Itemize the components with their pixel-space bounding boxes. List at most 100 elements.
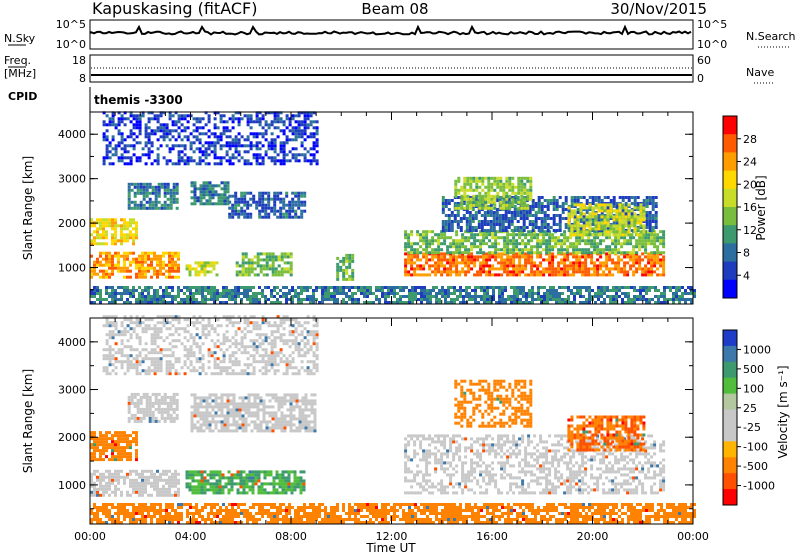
- range-gate-cell: [108, 292, 111, 295]
- range-gate-cell: [584, 261, 588, 265]
- range-gate-cell: [189, 114, 193, 118]
- range-gate-cell: [294, 147, 298, 151]
- range-gate-cell: [117, 478, 120, 482]
- range-gate-cell: [508, 182, 512, 186]
- range-gate-cell: [99, 440, 102, 444]
- range-gate-cell: [165, 487, 168, 491]
- range-gate-cell: [653, 242, 657, 246]
- range-gate-cell: [153, 481, 156, 485]
- range-gate-cell: [171, 475, 174, 479]
- range-gate-cell: [425, 233, 429, 237]
- range-gate-cell: [171, 484, 174, 488]
- range-gate-cell: [240, 298, 243, 301]
- range-gate-cell: [530, 273, 534, 277]
- range-gate-cell: [294, 295, 297, 298]
- range-gate-cell: [636, 215, 640, 219]
- range-gate-cell: [615, 215, 619, 219]
- range-gate-cell: [147, 153, 151, 157]
- range-gate-cell: [249, 120, 253, 124]
- range-gate-cell: [280, 273, 284, 277]
- range-gate-cell: [127, 182, 131, 186]
- range-gate-cell: [289, 252, 293, 256]
- range-gate-cell: [135, 472, 138, 476]
- range-gate-cell: [507, 226, 511, 229]
- range-gate-cell: [90, 431, 93, 435]
- range-gate-cell: [647, 267, 651, 271]
- range-gate-cell: [165, 162, 169, 166]
- range-gate-cell: [528, 295, 531, 298]
- range-gate-cell: [624, 209, 628, 213]
- range-gate-cell: [228, 135, 232, 139]
- range-gate-cell: [469, 176, 473, 180]
- range-gate-cell: [132, 239, 135, 243]
- range-gate-cell: [126, 443, 129, 447]
- range-gate-cell: [145, 185, 149, 189]
- range-gate-cell: [120, 114, 124, 118]
- range-gate-cell: [573, 292, 576, 295]
- range-gate-cell: [630, 286, 633, 289]
- range-gate-cell: [129, 230, 132, 234]
- range-gate-cell: [463, 191, 467, 195]
- range-gate-cell: [520, 200, 524, 204]
- range-gate-cell: [588, 203, 592, 207]
- range-gate-cell: [487, 176, 491, 180]
- range-gate-cell: [241, 270, 245, 274]
- range-gate-cell: [489, 295, 492, 298]
- range-gate-cell: [514, 200, 518, 204]
- range-gate-cell: [560, 248, 564, 252]
- range-gate-cell: [200, 261, 204, 265]
- range-gate-cell: [198, 156, 202, 160]
- range-gate-cell: [606, 230, 610, 234]
- range-gate-cell: [476, 239, 480, 243]
- range-gate-cell: [536, 245, 540, 249]
- range-gate-cell: [270, 132, 274, 136]
- range-gate-cell: [612, 286, 615, 289]
- range-gate-cell: [175, 404, 179, 408]
- range-gate-cell: [617, 236, 621, 240]
- range-gate-cell: [533, 245, 537, 249]
- range-gate-cell: [126, 236, 129, 240]
- range-gate-cell: [105, 455, 108, 459]
- range-gate-cell: [651, 202, 655, 205]
- range-gate-cell: [623, 270, 627, 274]
- range-gate-cell: [546, 298, 549, 301]
- range-gate-cell: [172, 416, 176, 420]
- range-gate-cell: [357, 289, 360, 292]
- range-gate-cell: [633, 286, 636, 289]
- range-gate-cell: [476, 233, 480, 237]
- range-gate-cell: [171, 251, 174, 255]
- range-gate-cell: [252, 135, 256, 139]
- range-gate-cell: [111, 449, 114, 453]
- range-gate-cell: [114, 251, 117, 255]
- range-gate-cell: [555, 301, 558, 304]
- range-gate-cell: [265, 264, 269, 268]
- range-gate-cell: [210, 150, 214, 154]
- range-gate-cell: [150, 263, 153, 267]
- range-gate-cell: [489, 214, 493, 217]
- range-gate-cell: [618, 286, 621, 289]
- range-gate-cell: [333, 301, 336, 304]
- range-gate-cell: [157, 194, 161, 198]
- range-gate-cell: [507, 217, 511, 220]
- range-gate-cell: [336, 256, 340, 260]
- range-gate-cell: [209, 261, 213, 265]
- range-gate-cell: [252, 194, 256, 198]
- range-gate-cell: [543, 214, 547, 217]
- range-gate-cell: [105, 147, 109, 151]
- range-gate-cell: [156, 260, 159, 264]
- range-gate-cell: [288, 292, 291, 295]
- range-gate-cell: [684, 298, 687, 301]
- range-gate-cell: [519, 214, 523, 217]
- range-gate-cell: [126, 144, 130, 148]
- range-gate-cell: [255, 206, 259, 210]
- range-gate-cell: [246, 144, 250, 148]
- range-gate-cell: [279, 191, 283, 195]
- range-gate-cell: [617, 258, 621, 262]
- range-gate-cell: [567, 208, 571, 211]
- range-gate-cell: [465, 292, 468, 295]
- range-gate-cell: [171, 472, 174, 476]
- range-gate-cell: [468, 229, 472, 232]
- range-gate-cell: [614, 242, 618, 246]
- range-gate-cell: [300, 111, 304, 115]
- range-gate-cell: [327, 292, 330, 295]
